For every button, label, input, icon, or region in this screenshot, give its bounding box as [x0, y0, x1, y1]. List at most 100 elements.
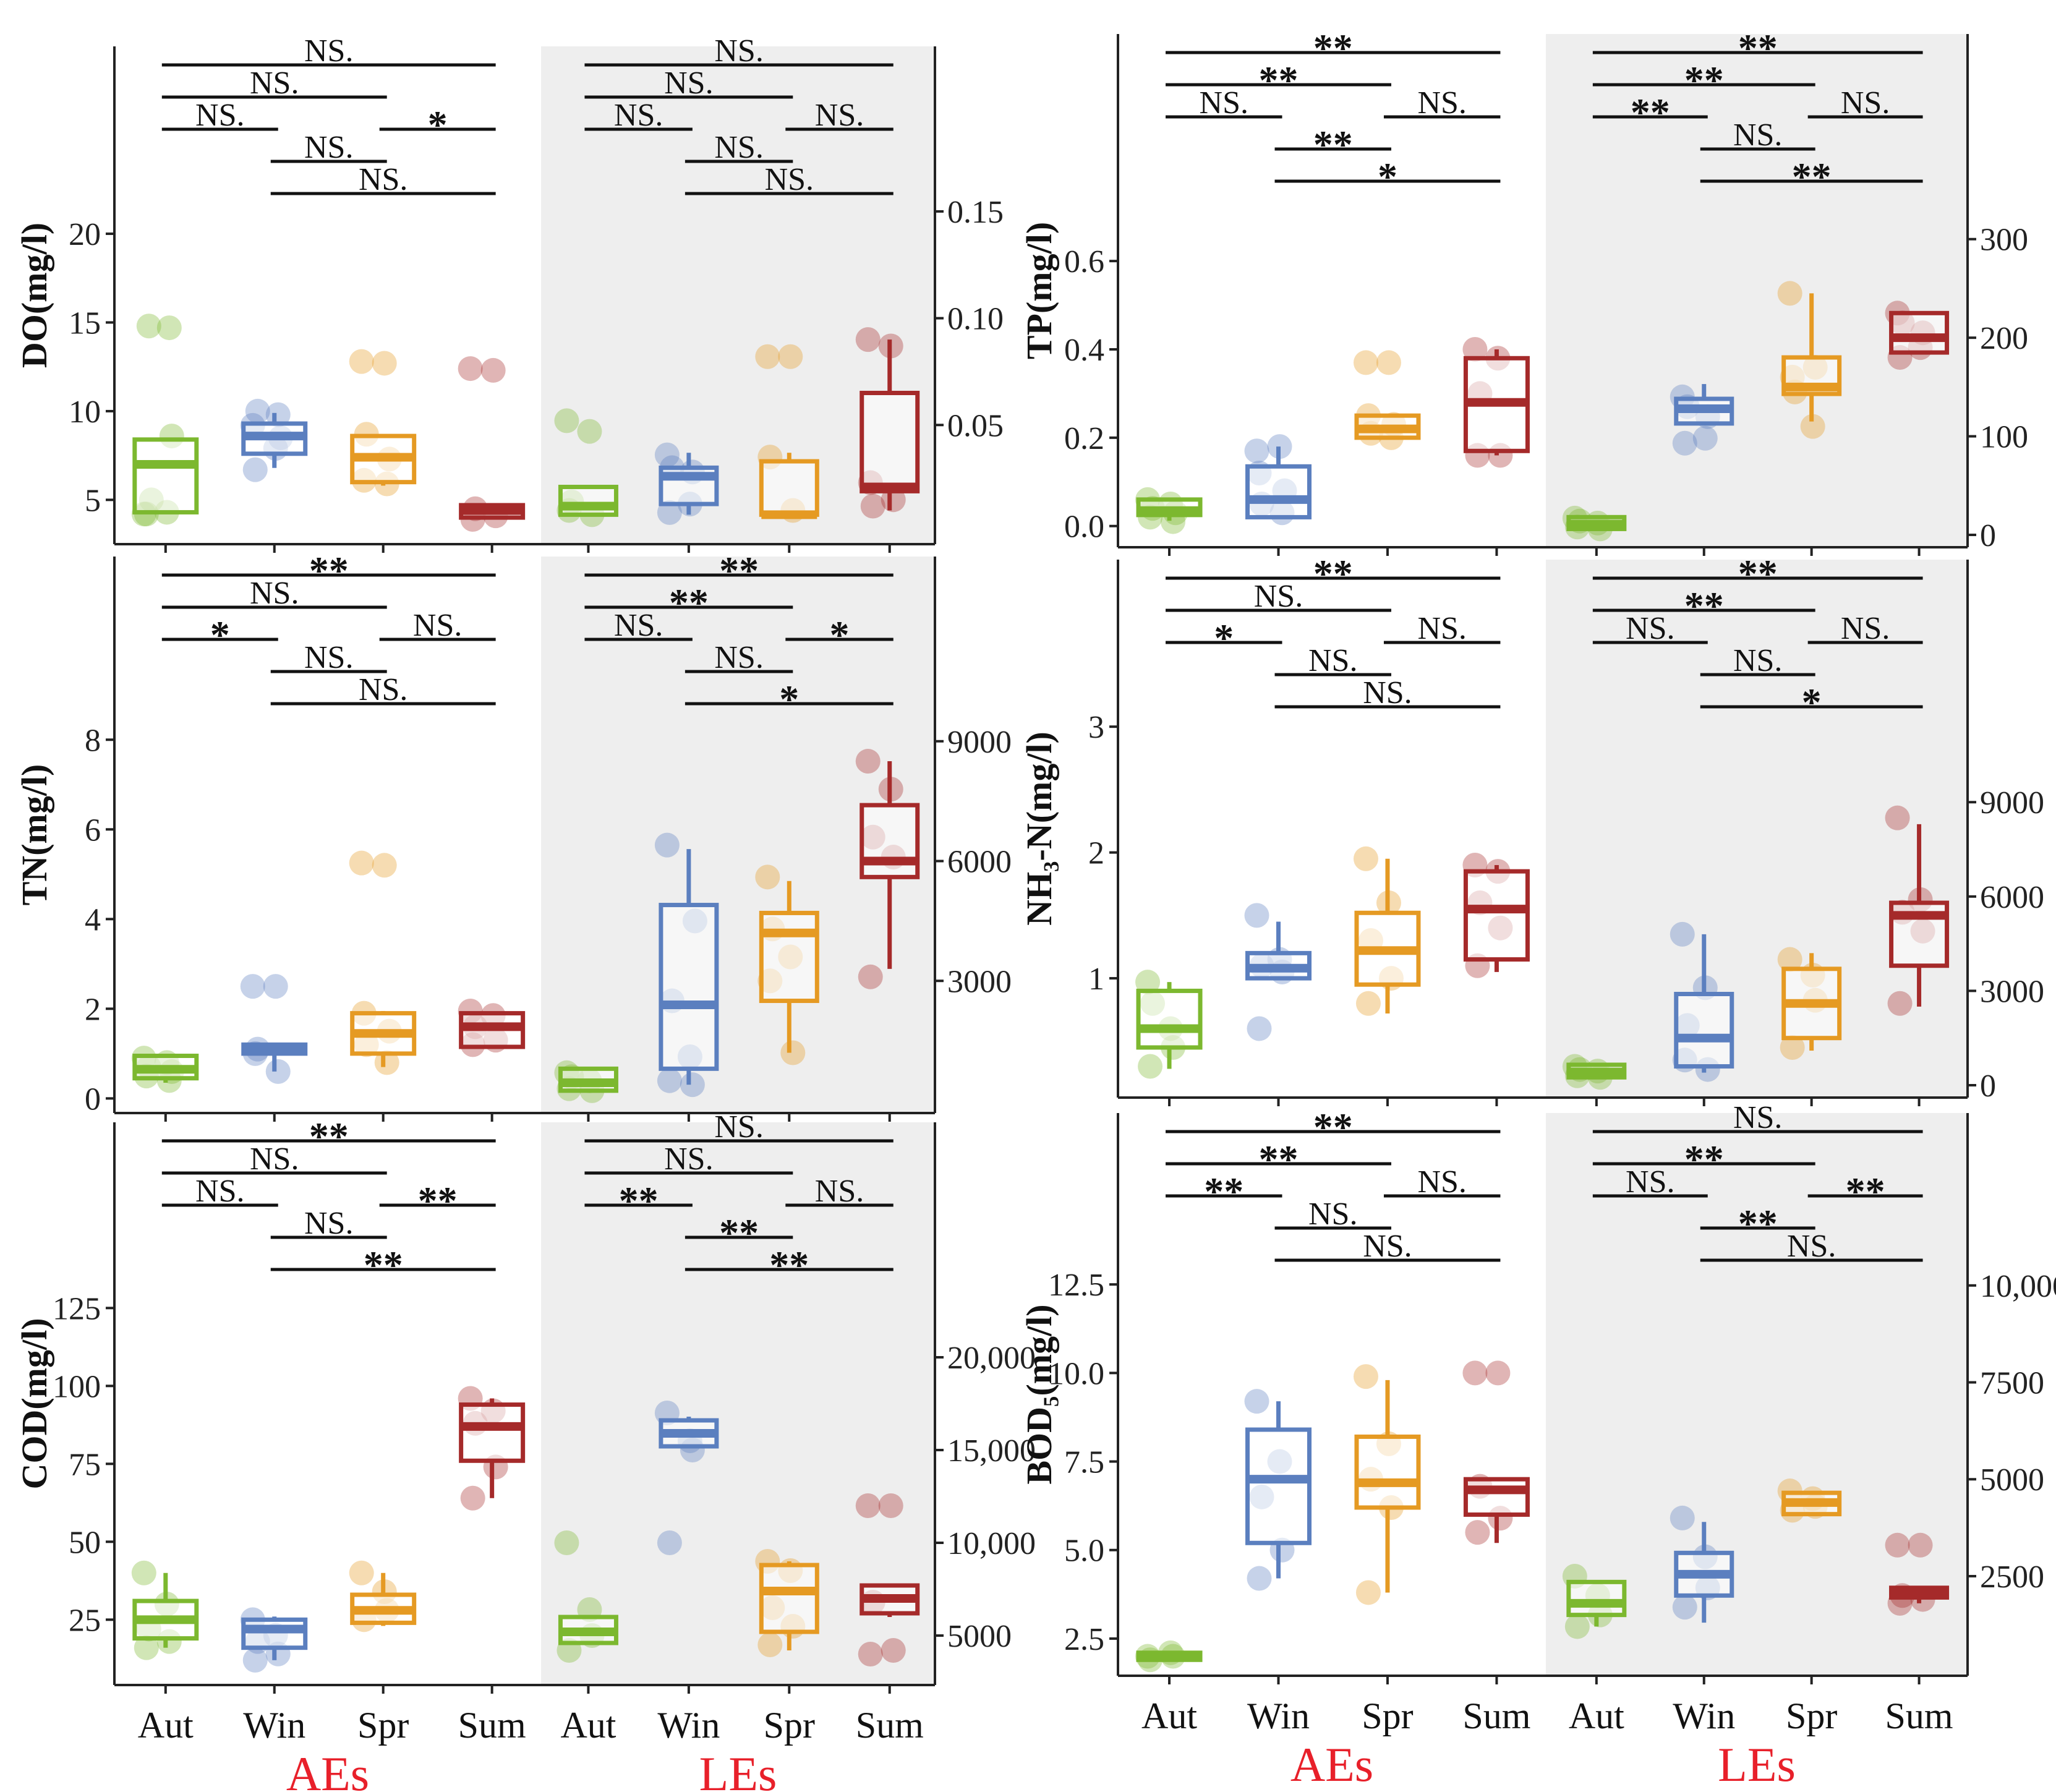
x-label-ae: Aut — [138, 1705, 194, 1746]
data-point — [240, 974, 265, 999]
sig-label: NS. — [1417, 1164, 1466, 1200]
left-tick-label: 0.2 — [1064, 421, 1104, 456]
data-point — [1355, 1580, 1381, 1605]
box — [860, 390, 920, 493]
sig-label: ** — [1684, 584, 1724, 628]
box — [1136, 988, 1203, 1050]
data-point — [263, 974, 288, 999]
sig-label: ** — [1738, 26, 1778, 70]
left-tick-label: 0 — [85, 1082, 101, 1117]
data-point — [131, 1560, 156, 1585]
left-tick-label: 12.5 — [1048, 1268, 1104, 1303]
data-point — [1138, 1054, 1163, 1079]
data-point — [372, 351, 397, 376]
data-point — [1670, 921, 1695, 947]
data-point — [757, 1632, 783, 1657]
right-tick-label: 15,000 — [947, 1433, 1036, 1469]
box — [132, 437, 199, 514]
group-label-aes: AEs — [286, 1747, 369, 1792]
data-point — [858, 1642, 883, 1666]
left-tick-label: 0.4 — [1064, 333, 1104, 368]
right-tick-label: 0 — [1980, 518, 1996, 553]
left-tick-label: 4 — [85, 902, 101, 937]
data-point — [458, 356, 483, 382]
data-point — [480, 357, 506, 383]
sig-label: NS. — [413, 608, 462, 643]
data-point — [1777, 947, 1802, 972]
sig-label: NS. — [195, 1174, 244, 1209]
data-point — [755, 864, 780, 890]
group-label-aes: AEs — [1290, 1738, 1373, 1791]
x-label-le: Spr — [764, 1705, 815, 1746]
data-point — [657, 1068, 682, 1093]
data-point — [242, 1647, 268, 1673]
left-tick-label: 100 — [53, 1369, 101, 1404]
box — [1566, 1579, 1627, 1618]
right-tick-label: 200 — [1980, 321, 2028, 356]
sig-label: NS. — [304, 1206, 353, 1241]
sig-label: NS. — [714, 1109, 763, 1145]
data-point — [657, 500, 682, 525]
left-tick-label: 5 — [85, 483, 101, 518]
data-point — [1465, 1520, 1490, 1545]
data-point — [460, 1485, 485, 1511]
sig-label: ** — [1204, 1169, 1243, 1213]
sig-label: NS. — [1733, 117, 1782, 153]
box — [759, 1563, 819, 1634]
sig-label: NS. — [1841, 611, 1890, 646]
box — [1245, 1427, 1312, 1545]
left-tick-label: 2 — [1088, 836, 1104, 871]
sig-label: ** — [1684, 58, 1724, 102]
sig-label: * — [1378, 155, 1397, 198]
sig-label: ** — [1313, 122, 1353, 166]
data-point — [1353, 846, 1378, 871]
data-point — [1353, 1364, 1378, 1389]
sig-label: * — [428, 103, 448, 147]
right-tick-label: 300 — [1980, 223, 2028, 258]
data-point — [1800, 414, 1825, 439]
data-point — [755, 344, 780, 369]
x-label-ae: Sum — [1462, 1696, 1530, 1736]
data-point — [1908, 1532, 1933, 1558]
left-tick-label: 10.0 — [1048, 1356, 1104, 1391]
data-point — [374, 1050, 399, 1075]
sig-label: NS. — [1308, 1197, 1357, 1232]
data-point — [1244, 438, 1269, 464]
sig-label: NS. — [1254, 579, 1303, 614]
left-tick-label: 50 — [69, 1525, 101, 1560]
right-tick-label: 5000 — [1980, 1462, 2044, 1498]
data-point — [1244, 903, 1269, 928]
left-tick-label: 0.0 — [1064, 510, 1104, 545]
right-tick-label: 9000 — [947, 725, 1012, 760]
sig-label: NS. — [614, 608, 663, 643]
data-point — [1247, 1016, 1272, 1041]
sig-label: ** — [309, 1114, 349, 1158]
sig-label: * — [830, 613, 850, 657]
box — [459, 1402, 526, 1463]
sig-label: ** — [1792, 155, 1832, 198]
x-label-le: Win — [657, 1705, 720, 1746]
data-point — [1672, 430, 1697, 456]
data-point — [855, 749, 881, 774]
sig-label: NS. — [250, 576, 299, 611]
group-label-les: LEs — [699, 1747, 777, 1792]
data-point — [245, 398, 270, 424]
sig-label: ** — [1313, 26, 1353, 70]
right-tick-label: 5000 — [947, 1619, 1012, 1654]
data-point — [1885, 805, 1910, 830]
box — [759, 910, 819, 1004]
x-label-ae: Spr — [1362, 1696, 1413, 1736]
data-point — [680, 1072, 705, 1098]
sig-label: NS. — [1787, 1229, 1836, 1264]
sig-label: * — [779, 677, 799, 721]
y-axis-label: NH₃-N(mg/l) — [1019, 732, 1059, 926]
data-point — [372, 853, 397, 878]
data-point — [881, 487, 906, 513]
right-tick-label: 0.15 — [947, 195, 1004, 230]
y-axis-label: TN(mg/l) — [14, 764, 54, 906]
box — [1674, 992, 1734, 1069]
data-point — [1692, 425, 1718, 451]
data-point — [778, 344, 803, 369]
right-tick-label: 20,000 — [947, 1341, 1036, 1376]
